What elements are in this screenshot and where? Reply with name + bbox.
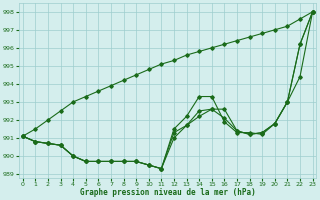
X-axis label: Graphe pression niveau de la mer (hPa): Graphe pression niveau de la mer (hPa) <box>80 188 256 197</box>
